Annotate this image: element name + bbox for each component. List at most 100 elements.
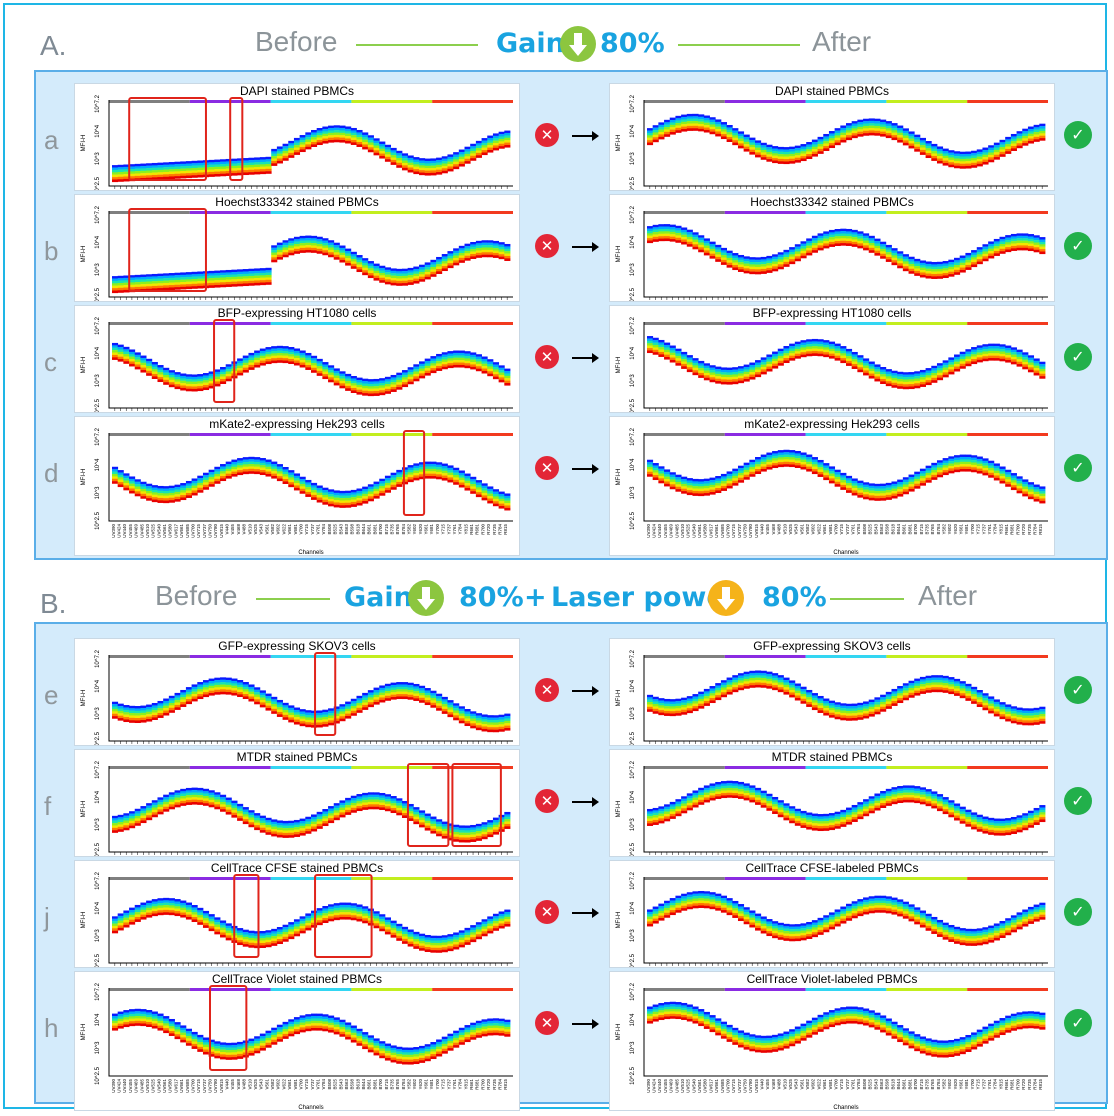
trace-segment — [698, 121, 705, 125]
trace-segment — [851, 237, 858, 240]
trace-segment — [282, 247, 289, 251]
trace-segment — [316, 243, 323, 247]
trace-segment — [1027, 126, 1035, 130]
trace-segment — [214, 374, 221, 377]
trace-segment — [919, 483, 926, 486]
trace-segment — [328, 245, 335, 248]
trace-segment — [669, 120, 676, 123]
trace-segment — [396, 278, 403, 282]
trace-segment — [965, 363, 972, 367]
x-tick-label: UV715 — [196, 524, 201, 538]
trace-segment — [339, 130, 346, 133]
trace-segment — [157, 177, 164, 180]
trace-segment — [151, 364, 158, 367]
trace-segment — [282, 466, 289, 470]
trace-segment — [800, 462, 807, 465]
trace-segment — [390, 384, 397, 388]
trace-segment — [384, 690, 391, 694]
trace-segment — [760, 362, 767, 365]
trace-segment — [401, 158, 409, 161]
trace-segment — [965, 255, 972, 258]
trace-segment — [954, 260, 961, 263]
trace-segment — [191, 381, 198, 385]
trace-segment — [146, 486, 153, 489]
trace-segment — [447, 360, 454, 364]
trace-segment — [692, 483, 699, 487]
trace-segment — [441, 465, 448, 469]
trace-segment — [259, 164, 266, 167]
trace-segment — [163, 370, 170, 373]
trace-segment — [112, 354, 119, 358]
trace-segment — [1016, 143, 1023, 146]
trace-segment — [220, 371, 227, 375]
plot-axes — [108, 433, 513, 522]
trace-segment — [112, 352, 119, 356]
trace-segment — [464, 358, 471, 361]
trace-segment — [424, 262, 431, 266]
trace-segment — [999, 478, 1006, 482]
trace-segment — [271, 156, 278, 159]
trace-segment — [880, 241, 887, 245]
trace-segment — [293, 719, 301, 723]
trace-segment — [846, 228, 853, 232]
trace-segment — [692, 490, 699, 494]
trace-segment — [1033, 489, 1040, 492]
plot-title: Hoechst33342 stained PBMCs — [750, 195, 914, 209]
trace-segment — [345, 126, 352, 130]
trace-segment — [498, 501, 505, 504]
trace-segment — [458, 470, 465, 474]
trace-segment — [117, 356, 124, 360]
trace-segment — [202, 689, 210, 693]
trace-segment — [362, 695, 369, 698]
trace-segment — [180, 286, 187, 290]
trace-segment — [487, 240, 494, 243]
trace-segment — [129, 287, 136, 290]
x-tick-label: R815 — [1038, 524, 1043, 535]
trace-segment — [675, 363, 682, 366]
trace-segment — [942, 265, 949, 269]
trace-segment — [647, 338, 654, 342]
trace-segment — [464, 151, 471, 155]
x-tick-label: B525 — [333, 524, 338, 535]
trace-segment — [982, 161, 989, 165]
trace-segment — [925, 368, 932, 371]
trace-segment — [1022, 233, 1029, 237]
trace-segment — [276, 247, 283, 251]
trace-segment — [453, 350, 460, 354]
trace-segment — [492, 376, 500, 380]
trace-segment — [806, 459, 813, 462]
trace-segment — [458, 154, 465, 157]
trace-segment — [902, 372, 909, 375]
trace-segment — [720, 250, 727, 253]
trace-segment — [350, 378, 357, 382]
trace-segment — [140, 284, 147, 287]
trace-segment — [817, 353, 824, 357]
trace-segment — [914, 261, 921, 264]
trace-segment — [282, 474, 289, 477]
trace-segment — [897, 376, 904, 380]
trace-segment — [874, 130, 881, 134]
trace-segment — [806, 245, 813, 249]
trace-segment — [823, 148, 830, 151]
trace-segment — [982, 358, 989, 362]
trace-segment — [698, 242, 705, 246]
trace-segment — [282, 714, 289, 718]
trace-segment — [163, 500, 170, 504]
trace-segment — [322, 490, 329, 493]
trace-segment — [914, 270, 921, 274]
trace-segment — [692, 367, 699, 371]
trace-segment — [123, 351, 130, 355]
trace-segment — [840, 477, 847, 481]
trace-segment — [840, 233, 847, 237]
trace-segment — [208, 376, 215, 379]
trace-segment — [157, 174, 164, 178]
trace-segment — [424, 160, 431, 164]
trace-segment — [874, 133, 881, 136]
trace-segment — [350, 259, 357, 262]
trace-segment — [1027, 236, 1035, 240]
trace-segment — [777, 454, 784, 458]
trace-segment — [333, 373, 340, 376]
trace-segment — [647, 345, 654, 349]
trace-segment — [1022, 243, 1029, 246]
trace-segment — [777, 257, 784, 260]
